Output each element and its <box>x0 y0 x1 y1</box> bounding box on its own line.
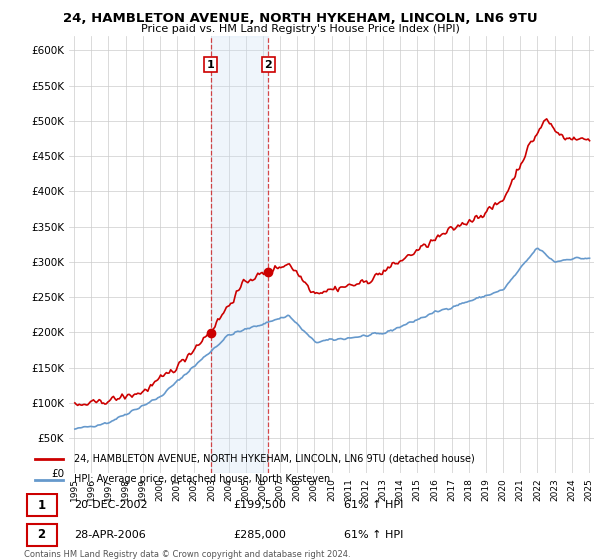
Text: 2: 2 <box>38 528 46 542</box>
Text: 61% ↑ HPI: 61% ↑ HPI <box>344 500 404 510</box>
FancyBboxPatch shape <box>27 494 57 516</box>
Text: Price paid vs. HM Land Registry's House Price Index (HPI): Price paid vs. HM Land Registry's House … <box>140 24 460 34</box>
Text: 61% ↑ HPI: 61% ↑ HPI <box>344 530 404 540</box>
FancyBboxPatch shape <box>27 524 57 546</box>
Text: Contains HM Land Registry data © Crown copyright and database right 2024.
This d: Contains HM Land Registry data © Crown c… <box>24 550 350 560</box>
Text: 28-APR-2006: 28-APR-2006 <box>74 530 145 540</box>
Text: 1: 1 <box>207 59 215 69</box>
Text: 20-DEC-2002: 20-DEC-2002 <box>74 500 148 510</box>
Text: HPI: Average price, detached house, North Kesteven: HPI: Average price, detached house, Nort… <box>74 474 330 484</box>
Text: 1: 1 <box>38 498 46 512</box>
Bar <box>211 36 268 473</box>
Text: £199,500: £199,500 <box>234 500 287 510</box>
Text: 24, HAMBLETON AVENUE, NORTH HYKEHAM, LINCOLN, LN6 9TU (detached house): 24, HAMBLETON AVENUE, NORTH HYKEHAM, LIN… <box>74 454 475 464</box>
Text: £285,000: £285,000 <box>234 530 287 540</box>
Text: 24, HAMBLETON AVENUE, NORTH HYKEHAM, LINCOLN, LN6 9TU: 24, HAMBLETON AVENUE, NORTH HYKEHAM, LIN… <box>62 12 538 25</box>
Text: 2: 2 <box>265 59 272 69</box>
